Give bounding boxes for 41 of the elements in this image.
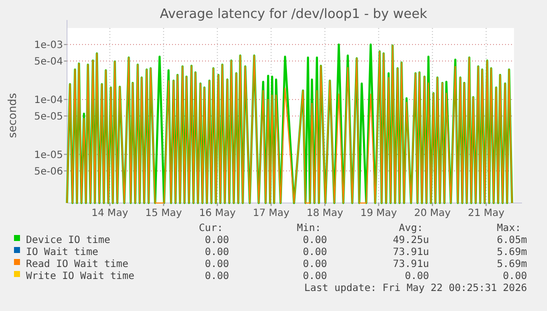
y-tick-label: 1e-04: [34, 94, 63, 106]
y-axis-title: seconds: [6, 92, 19, 138]
y-tick-label: 1e-05: [34, 150, 63, 161]
text: Cur:: [198, 223, 223, 234]
text: 5.69m: [496, 259, 527, 270]
legend-label: Write IO Wait time: [26, 271, 134, 282]
text: 0.00: [502, 271, 527, 282]
text: 5.69m: [496, 247, 527, 258]
text: 0.00: [204, 235, 229, 246]
x-tick-label: 15 May: [145, 208, 182, 219]
legend-label: IO Wait time: [26, 247, 98, 258]
text: Last update: Fri May 22 00:25:31 2026: [304, 283, 527, 294]
legend-label: Read IO Wait time: [26, 259, 128, 270]
x-tick-label: 16 May: [199, 208, 236, 219]
text: 6.05m: [496, 235, 527, 246]
text: Max:: [496, 223, 521, 234]
legend-label: Device IO time: [26, 235, 110, 246]
text: 73.91u: [392, 259, 429, 270]
x-tick-label: 20 May: [414, 208, 451, 219]
text: 0.00: [404, 271, 429, 282]
text: 0.00: [302, 235, 327, 246]
chart-title: Average latency for /dev/loop1 - by week: [160, 7, 428, 22]
y-tick-label: 5e-06: [34, 166, 63, 178]
y-tick-label: 5e-04: [34, 56, 63, 68]
y-tick-label: 1e-03: [34, 40, 63, 52]
text: 0.00: [302, 259, 327, 270]
text: 0.00: [204, 247, 229, 258]
y-tick-label: 5e-05: [34, 111, 63, 122]
text: Min:: [296, 223, 321, 234]
text: 49.25u: [392, 235, 429, 246]
text: 0.00: [302, 271, 327, 282]
x-tick-label: 17 May: [252, 208, 290, 219]
text: 73.91u: [392, 247, 429, 258]
text: Avg:: [398, 223, 423, 234]
text: 0.00: [302, 247, 327, 258]
x-tick-label: 18 May: [306, 208, 344, 219]
x-tick-label: 14 May: [92, 208, 128, 219]
x-tick-label: 21 May: [468, 208, 505, 219]
x-tick-label: 19 May: [360, 208, 398, 219]
text: 0.00: [204, 271, 229, 282]
text: 0.00: [204, 259, 229, 270]
